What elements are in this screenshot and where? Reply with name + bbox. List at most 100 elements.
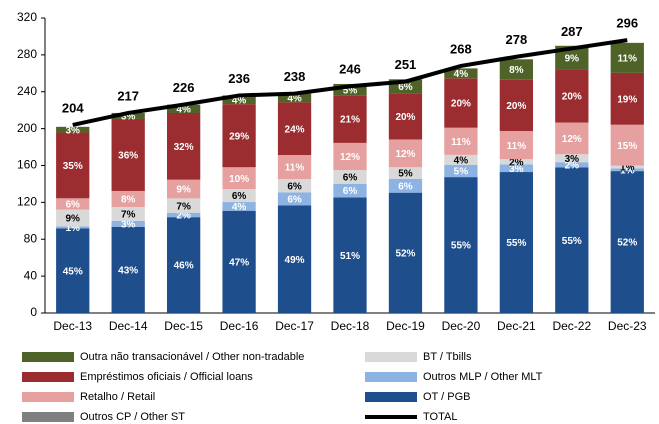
bar-segment — [167, 212, 201, 218]
segment-label: 1% — [620, 165, 635, 176]
segment-label: 7% — [176, 201, 191, 212]
bar-segment — [277, 155, 312, 180]
bar-segment — [388, 192, 423, 313]
total-label: 246 — [339, 62, 361, 77]
bar-segment — [222, 104, 256, 168]
bar-segment — [167, 112, 201, 180]
segment-label: 4% — [454, 155, 469, 166]
total-label: 204 — [62, 100, 84, 115]
bar-segment — [333, 95, 367, 143]
segment-label: 19% — [617, 94, 637, 105]
segment-label: 29% — [229, 131, 249, 142]
bar-segment — [277, 179, 312, 193]
x-tick-label: Dec-21 — [497, 319, 536, 333]
segment-label: 5% — [398, 169, 413, 180]
segment-label: 6% — [66, 200, 81, 211]
bar-segment — [56, 209, 90, 227]
bar-segment — [111, 112, 145, 119]
segment-label: 55% — [451, 241, 471, 252]
bar-segment — [277, 205, 312, 313]
total-label: 268 — [450, 41, 472, 56]
segment-label: 3% — [121, 220, 136, 231]
bar-segment — [111, 220, 145, 227]
bar-segment — [610, 168, 644, 172]
bar-segment — [444, 164, 478, 178]
y-tick-label: 0 — [30, 305, 37, 319]
segment-label: 12% — [395, 149, 415, 160]
bar-segment — [111, 226, 145, 313]
segment-label: 20% — [451, 99, 471, 110]
segment-label: 55% — [562, 236, 582, 247]
segment-label: 2% — [565, 160, 580, 171]
y-tick-label: 200 — [17, 121, 37, 135]
bar-segment — [388, 139, 423, 168]
bar-segment — [277, 192, 312, 206]
legend-label: Empréstimos oficiais / Official loans — [80, 371, 253, 383]
segment-label: 49% — [285, 255, 305, 266]
bar-segment — [444, 154, 478, 165]
y-tick-label: 80 — [24, 231, 38, 245]
segment-label: 5% — [343, 85, 358, 96]
total-label: 236 — [228, 71, 250, 86]
segment-label: 8% — [121, 195, 136, 206]
bar-segment — [555, 69, 589, 123]
bar-segment — [555, 45, 589, 70]
segment-label: 6% — [232, 191, 247, 202]
segment-label: 3% — [509, 164, 524, 175]
bar-segment — [167, 217, 201, 313]
bar-segment — [56, 226, 90, 229]
segment-label: 43% — [118, 266, 138, 277]
bar-segment — [499, 59, 533, 80]
segment-label: 3% — [66, 125, 81, 136]
segment-label: 45% — [63, 266, 83, 277]
legend-swatch — [22, 392, 74, 402]
segment-label: 15% — [617, 141, 637, 152]
bar-segment — [444, 177, 478, 313]
segment-label: 11% — [451, 137, 471, 148]
bar-segment — [444, 78, 478, 128]
bar-segment — [111, 206, 145, 221]
legend-label: Outros MLP / Other MLT — [423, 371, 543, 383]
segment-label: 2% — [509, 157, 524, 168]
x-tick-label: Dec-17 — [275, 319, 314, 333]
y-tick-label: 120 — [17, 195, 37, 209]
bar-segment — [333, 83, 367, 96]
legend-label: Outros CP / Other ST — [80, 411, 185, 423]
bar-segment — [333, 142, 367, 171]
x-tick-label: Dec-20 — [442, 319, 481, 333]
bar-segment — [499, 131, 533, 160]
total-label: 251 — [395, 57, 417, 72]
bar-segment — [111, 118, 145, 191]
segment-label: 4% — [232, 202, 247, 213]
segment-label: 20% — [506, 101, 526, 112]
bar-segment — [333, 197, 367, 313]
segment-label: 35% — [63, 161, 83, 172]
segment-label: 6% — [398, 181, 413, 192]
bar-segment — [56, 132, 90, 199]
bar-segment — [56, 228, 90, 313]
bar-segment — [333, 183, 367, 198]
x-tick-label: Dec-22 — [552, 319, 591, 333]
x-tick-label: Dec-23 — [608, 319, 647, 333]
bar-segment — [277, 93, 312, 103]
total-label: 287 — [561, 24, 583, 39]
segment-label: 6% — [343, 173, 358, 184]
segment-label: 4% — [454, 69, 469, 80]
legend-label: Retalho / Retail — [80, 391, 155, 403]
segment-label: 6% — [287, 195, 302, 206]
bar-segment — [499, 79, 533, 132]
bar-segment — [222, 202, 256, 211]
bar-segment — [222, 210, 256, 313]
legend-swatch — [22, 352, 74, 362]
bar-segment — [167, 179, 201, 199]
segment-label: 47% — [229, 258, 249, 269]
segment-label: 2% — [176, 211, 191, 222]
segment-label: 1% — [66, 223, 81, 234]
bar-segment — [610, 124, 644, 166]
segment-label: 4% — [176, 104, 191, 115]
segment-label: 6% — [398, 82, 413, 93]
y-tick-label: 320 — [17, 10, 37, 24]
bar-segment — [610, 171, 644, 313]
segment-label: 32% — [174, 142, 194, 153]
legend-label: Outra não transacionável / Other non-tra… — [80, 351, 304, 363]
